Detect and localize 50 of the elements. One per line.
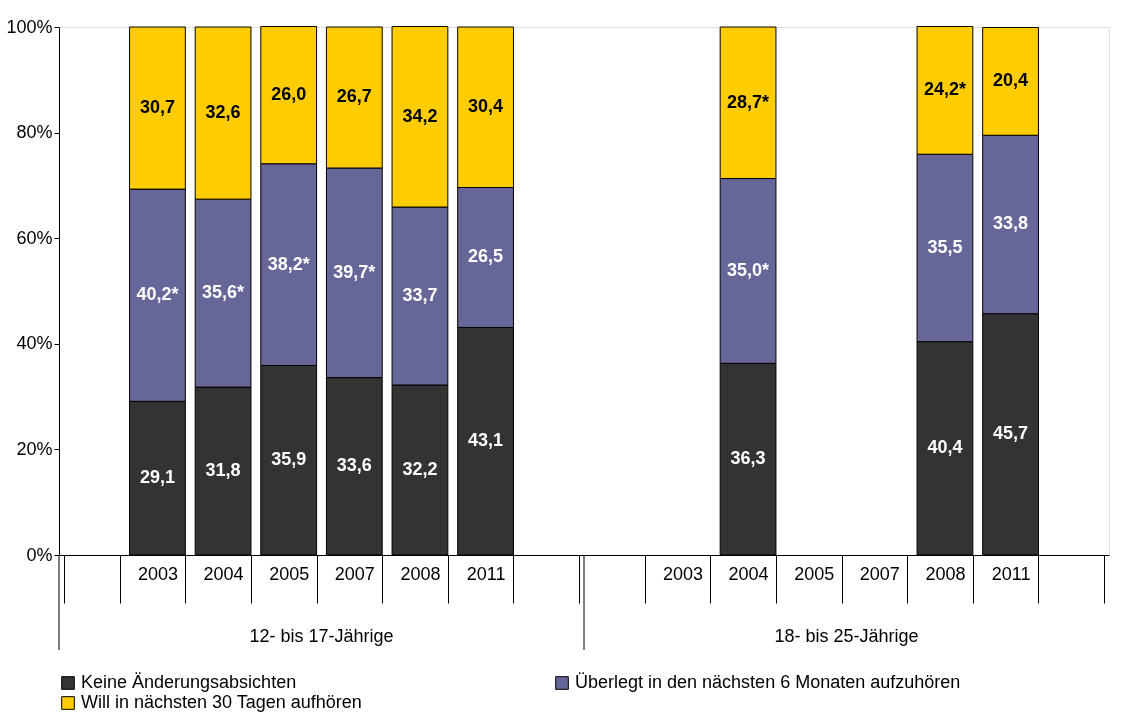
data-label: 26,7: [336, 86, 372, 107]
legend-label: Keine Änderungsabsichten: [81, 672, 297, 692]
text: 12- bis 17-Jährige: [249, 626, 394, 646]
text: 18- bis 25-Jährige: [774, 626, 919, 646]
x-tick-label: 2003: [662, 563, 703, 584]
data-label: 39,7*: [333, 261, 376, 282]
data-label: 43,1: [468, 430, 504, 451]
x-tick-label: 2008: [925, 563, 966, 584]
data-label: 35,6*: [202, 282, 245, 303]
data-label: 32,2: [402, 458, 438, 479]
data-label: 35,5: [927, 236, 963, 257]
y-tick-label: 100%: [6, 16, 53, 37]
data-label: 24,2*: [923, 79, 966, 100]
legend-label: Will in nächsten 30 Tagen aufhören: [81, 692, 362, 712]
x-tick-label: 2005: [794, 563, 835, 584]
data-label: 30,7: [139, 97, 175, 118]
x-tick-label: 2004: [728, 563, 769, 584]
data-label: 33,7: [402, 285, 438, 306]
data-label: 35,0*: [727, 259, 770, 280]
x-tick-label: 2011: [991, 563, 1031, 584]
x-tick-label: 2003: [137, 563, 178, 584]
y-tick-label: 20%: [16, 438, 53, 459]
data-label: 38,2*: [267, 253, 310, 274]
data-label: 33,8: [993, 213, 1029, 234]
y-tick-label: 0%: [26, 544, 53, 565]
data-label: 20,4: [993, 70, 1029, 91]
y-tick-label: 60%: [16, 227, 53, 248]
data-label: 30,4: [468, 96, 504, 117]
data-label: 40,2*: [136, 284, 179, 305]
data-label: 34,2: [402, 105, 438, 126]
y-tick-label: 80%: [16, 122, 53, 143]
data-label: 45,7: [993, 423, 1029, 444]
x-tick-label: 2008: [400, 563, 441, 584]
x-tick-label: 2007: [859, 563, 900, 584]
x-tick-label: 2011: [466, 563, 506, 584]
data-label: 31,8: [205, 460, 241, 481]
data-label: 26,0: [271, 84, 307, 105]
data-label: 36,3: [730, 448, 766, 469]
y-tick-label: 40%: [16, 333, 53, 354]
data-label: 26,5: [468, 246, 504, 267]
data-label: 32,6: [205, 102, 241, 123]
x-tick-label: 2007: [334, 563, 375, 584]
legend-label: Überlegt in den nächsten 6 Monaten aufzuhören: [575, 672, 961, 692]
x-tick-label: 2004: [203, 563, 244, 584]
data-label: 35,9: [271, 449, 307, 470]
data-label: 33,6: [336, 455, 372, 476]
data-label: 28,7*: [727, 91, 770, 112]
data-label: 40,4: [927, 437, 963, 458]
x-tick-label: 2005: [269, 563, 310, 584]
data-label: 29,1: [139, 467, 175, 488]
